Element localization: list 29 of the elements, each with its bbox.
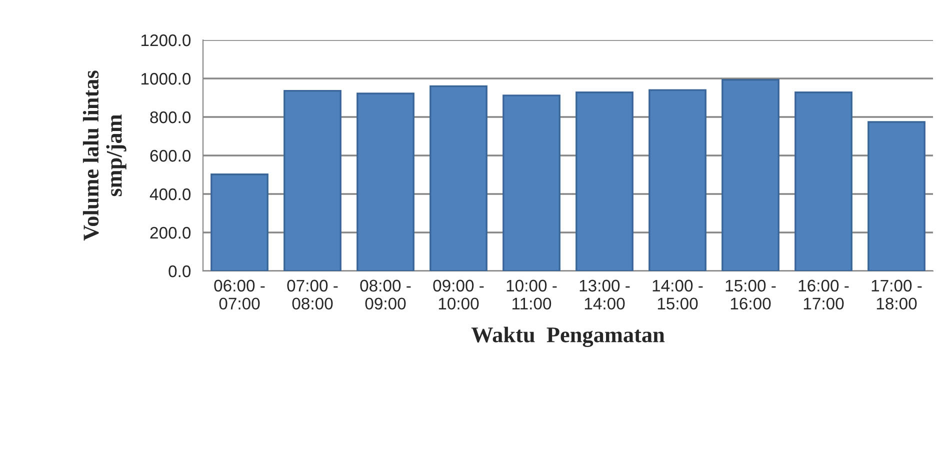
y-tick-label: 600.0 — [150, 150, 191, 162]
y-tick-label: 1000.0 — [141, 72, 191, 85]
y-tick-label: 400.0 — [150, 188, 191, 200]
x-tick-label: 13:00 - 14:00 — [580, 280, 630, 310]
bar — [284, 90, 342, 271]
x-tick-label: 17:00 - 18:00 — [872, 280, 922, 310]
x-tick-label: 07:00 - 08:00 — [287, 280, 338, 310]
x-axis-title: Waktu Pengamatan — [471, 326, 665, 348]
bar — [648, 89, 706, 271]
x-tick-label: 10:00 - 11:00 — [506, 280, 557, 310]
y-tick-label: 0.0 — [168, 265, 191, 278]
x-tick-label: 06:00 - 07:00 — [214, 280, 265, 310]
x-tick-label: 16:00 - 17:00 — [798, 280, 849, 310]
bar — [210, 174, 268, 271]
bar — [868, 121, 926, 271]
x-tick-label: 14:00 - 15:00 — [652, 280, 703, 310]
x-tick-label: 15:00 - 16:00 — [726, 280, 776, 310]
y-axis-title: Volume lalu lintas smp/jam — [82, 70, 126, 241]
bar — [356, 92, 414, 271]
bar — [502, 94, 560, 271]
bar — [576, 92, 634, 271]
bar — [430, 85, 488, 271]
x-tick-label: 09:00 - 10:00 — [433, 280, 484, 310]
y-tick-label: 800.0 — [150, 111, 191, 124]
y-tick-label: 1200.0 — [141, 34, 191, 46]
bar — [722, 79, 780, 271]
y-tick-label: 200.0 — [150, 226, 191, 239]
bar — [794, 92, 852, 271]
x-tick-label: 08:00 - 09:00 — [360, 280, 411, 310]
